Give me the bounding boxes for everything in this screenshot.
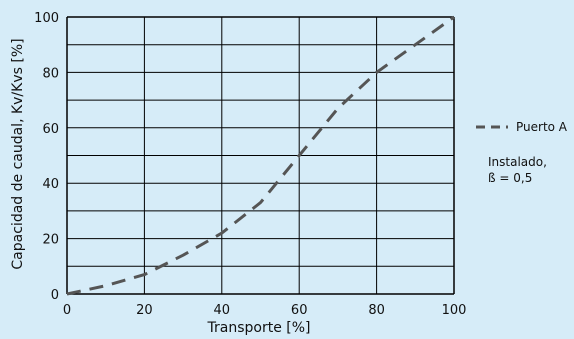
x-tick-labels: 0 20 40 60 80 100 xyxy=(63,303,467,318)
x-tick-label: 100 xyxy=(442,303,467,318)
chart-grid xyxy=(66,16,455,295)
legend-label-puerto-a: Puerto A xyxy=(516,120,568,134)
x-tick-label: 80 xyxy=(368,303,385,318)
y-tick-label: 40 xyxy=(42,177,59,192)
annotation-line-1: Instalado, xyxy=(488,155,547,169)
y-tick-label: 20 xyxy=(42,233,59,248)
series-line-puerto-a xyxy=(66,15,455,296)
y-tick-labels: 0 20 40 60 80 100 xyxy=(34,11,59,303)
y-tick-label: 60 xyxy=(42,122,59,137)
y-tick-label: 80 xyxy=(42,66,59,81)
x-tick-label: 20 xyxy=(136,303,153,318)
legend: Puerto A xyxy=(476,120,568,134)
x-tick-label: 60 xyxy=(291,303,308,318)
annotation: Instalado, ß = 0,5 xyxy=(488,155,547,185)
y-axis-title: Capacidad de caudal, Kv/Kvs [%] xyxy=(10,38,26,269)
y-tick-label: 100 xyxy=(34,11,59,26)
x-axis-title: Transporte [%] xyxy=(207,320,311,336)
annotation-line-2: ß = 0,5 xyxy=(488,171,532,185)
x-tick-label: 0 xyxy=(63,303,71,318)
x-tick-label: 40 xyxy=(214,303,231,318)
y-tick-label: 0 xyxy=(51,288,59,303)
chart-series xyxy=(66,15,455,296)
